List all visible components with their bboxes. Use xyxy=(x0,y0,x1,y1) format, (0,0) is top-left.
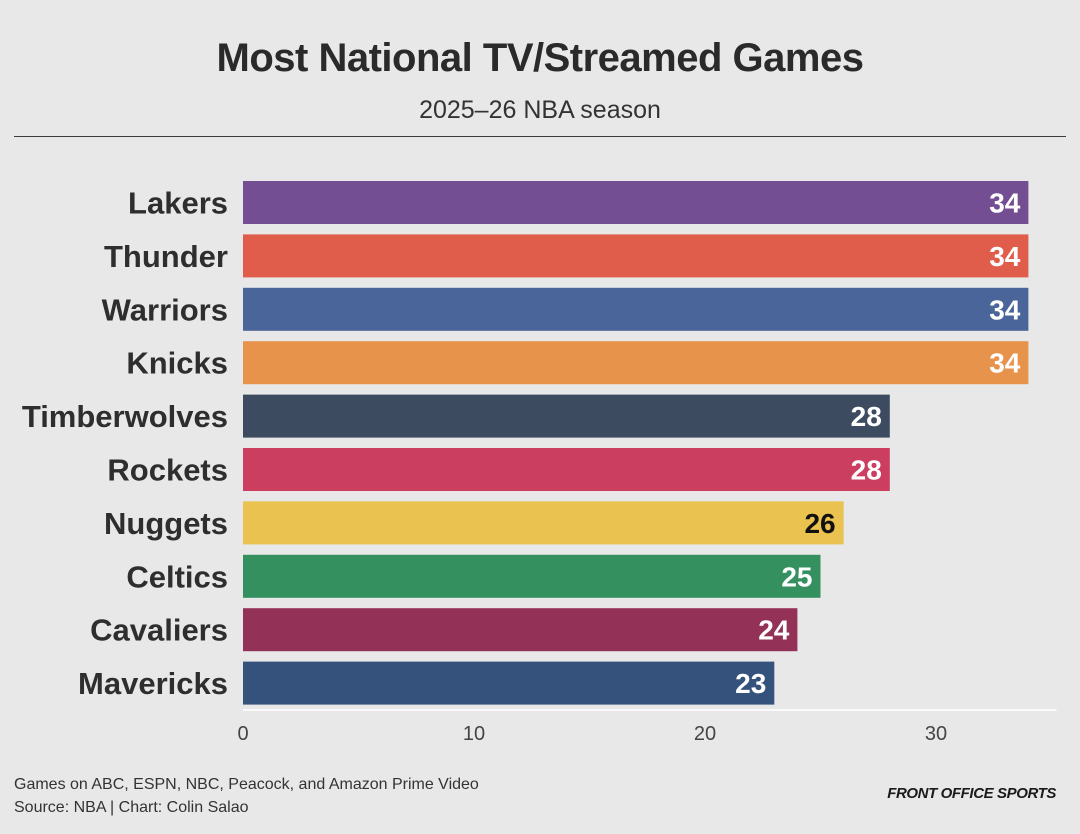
value-label-mavericks: 23 xyxy=(735,668,766,699)
x-axis: 0 10 20 30 xyxy=(237,709,1057,745)
chart-title: Most National TV/Streamed Games xyxy=(216,36,864,80)
title-divider xyxy=(14,136,1066,137)
value-label-celtics: 25 xyxy=(781,561,812,592)
category-label-knicks: Knicks xyxy=(126,346,228,381)
chart-subtitle: 2025–26 NBA season xyxy=(419,96,661,124)
x-tick-label-20: 20 xyxy=(694,723,716,745)
bar-knicks xyxy=(243,341,1029,385)
bar-rockets xyxy=(243,448,890,491)
value-label-cavaliers: 24 xyxy=(758,615,790,646)
footnote-source: Source: NBA | Chart: Colin Salao xyxy=(14,799,249,816)
bars-group: Lakers 34 Thunder 34 Warriors 34 Knicks 34 Timbe… xyxy=(22,181,1029,705)
bar-celtics xyxy=(243,554,821,598)
value-label-lakers: 34 xyxy=(989,188,1021,219)
bar-cavaliers xyxy=(243,608,798,652)
bar-warriors xyxy=(243,287,1029,331)
category-label-cavaliers: Cavaliers xyxy=(90,613,228,648)
bar-chart: Lakers 34 Thunder 34 Warriors 34 Knicks 34 Timbe… xyxy=(22,181,1057,745)
value-label-rockets: 28 xyxy=(851,455,882,486)
value-label-thunder: 34 xyxy=(989,241,1021,272)
x-tick-label-10: 10 xyxy=(463,723,485,745)
category-label-lakers: Lakers xyxy=(128,186,228,221)
x-tick-label-0: 0 xyxy=(237,723,248,745)
bar-timberwolves xyxy=(243,394,890,438)
value-label-timberwolves: 28 xyxy=(851,401,882,432)
value-label-knicks: 34 xyxy=(989,348,1021,379)
category-label-warriors: Warriors xyxy=(102,292,228,327)
category-label-thunder: Thunder xyxy=(104,239,228,274)
category-label-mavericks: Mavericks xyxy=(78,666,228,701)
value-label-warriors: 34 xyxy=(989,294,1021,325)
category-label-celtics: Celtics xyxy=(126,559,228,594)
brand-logo: FRONT OFFICE SPORTS xyxy=(887,785,1056,802)
bar-mavericks xyxy=(243,661,775,705)
footnote-networks: Games on ABC, ESPN, NBC, Peacock, and Am… xyxy=(14,776,479,793)
category-label-nuggets: Nuggets xyxy=(104,506,228,541)
bar-nuggets xyxy=(243,501,844,545)
bar-lakers xyxy=(243,181,1029,224)
category-label-rockets: Rockets xyxy=(107,453,228,488)
category-label-timberwolves: Timberwolves xyxy=(22,399,228,434)
bar-thunder xyxy=(243,234,1029,278)
x-tick-label-30: 30 xyxy=(925,723,947,745)
value-label-nuggets: 26 xyxy=(804,508,835,539)
